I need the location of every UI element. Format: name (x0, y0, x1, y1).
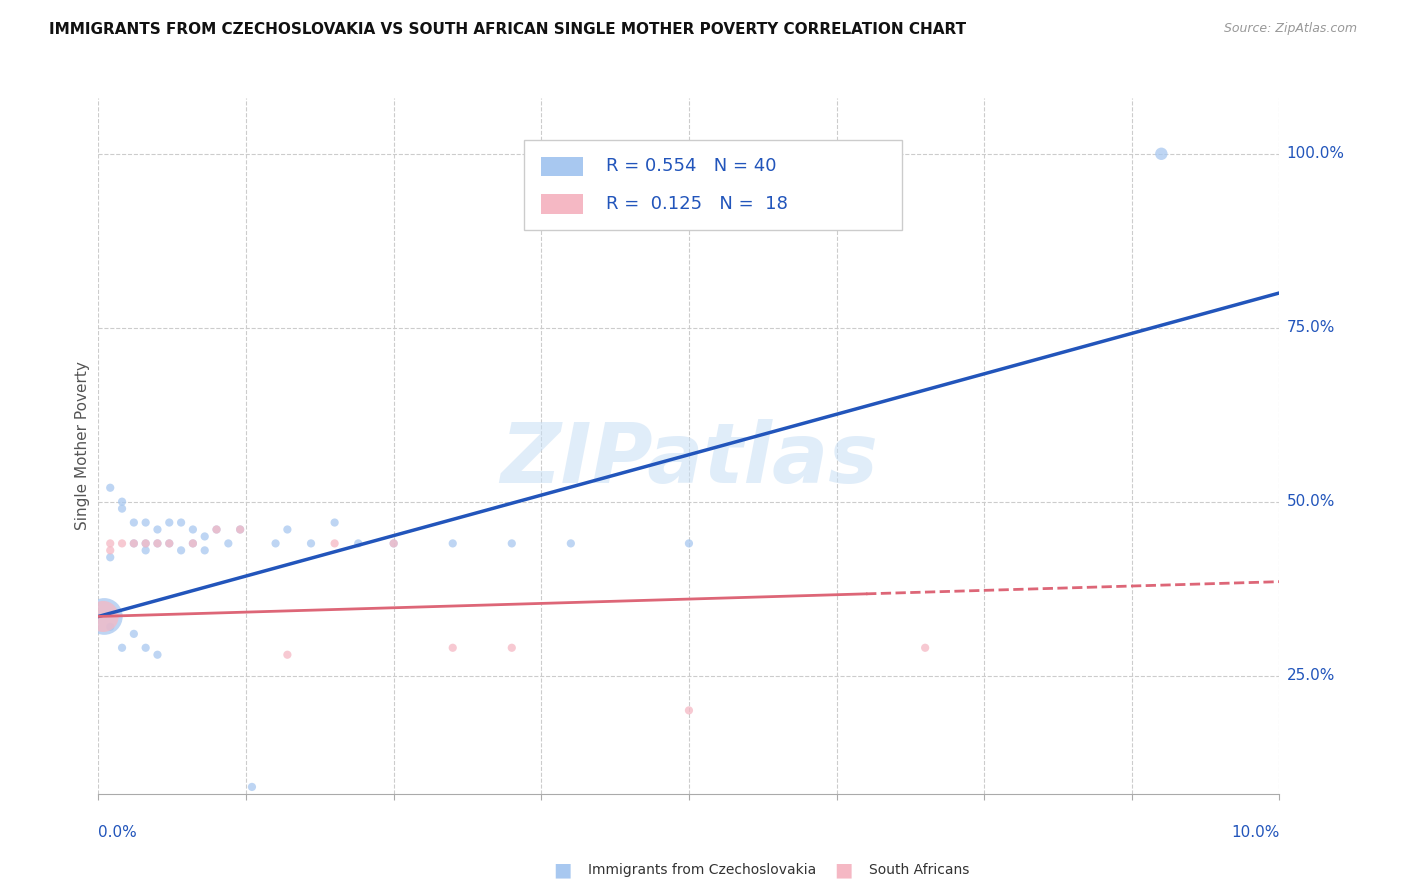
Point (382, 536, 405, 550)
Point (276, 523, 298, 537)
Point (98, 550, 121, 565)
Point (323, 536, 346, 550)
Point (441, 536, 464, 550)
Text: Source: ZipAtlas.com: Source: ZipAtlas.com (1223, 22, 1357, 36)
Point (240, 780, 263, 794)
Text: 25.0%: 25.0% (1286, 668, 1334, 683)
Point (98, 481, 121, 495)
Point (181, 536, 204, 550)
Point (217, 536, 239, 550)
Point (122, 536, 145, 550)
Point (111, 501, 134, 516)
Text: ■: ■ (834, 860, 853, 880)
Point (157, 516, 180, 530)
Text: 75.0%: 75.0% (1286, 320, 1334, 335)
Text: South Africans: South Africans (869, 863, 969, 877)
Text: IMMIGRANTS FROM CZECHOSLOVAKIA VS SOUTH AFRICAN SINGLE MOTHER POVERTY CORRELATIO: IMMIGRANTS FROM CZECHOSLOVAKIA VS SOUTH … (49, 22, 966, 37)
Bar (541, 157, 582, 176)
Point (146, 536, 169, 550)
Text: ■: ■ (553, 860, 572, 880)
Point (146, 536, 169, 550)
Point (194, 543, 217, 558)
Point (98, 543, 121, 558)
Point (678, 703, 700, 717)
Point (146, 648, 169, 662)
Point (501, 536, 523, 550)
Point (194, 529, 217, 543)
Point (276, 648, 298, 662)
Point (382, 536, 405, 550)
Point (157, 536, 180, 550)
Text: R = 0.554   N = 40: R = 0.554 N = 40 (606, 157, 776, 176)
Point (122, 627, 145, 641)
Point (205, 523, 228, 537)
Point (229, 523, 252, 537)
Y-axis label: Single Mother Poverty: Single Mother Poverty (75, 361, 90, 531)
Text: 50.0%: 50.0% (1286, 494, 1334, 509)
Point (205, 523, 228, 537)
Point (111, 494, 134, 508)
Point (229, 523, 252, 537)
Text: R =  0.125   N =  18: R = 0.125 N = 18 (606, 194, 789, 213)
Text: 0.0%: 0.0% (98, 825, 138, 840)
Point (441, 640, 464, 655)
Point (146, 523, 169, 537)
Point (135, 516, 157, 530)
Point (678, 536, 700, 550)
Point (299, 536, 322, 550)
Point (98, 620, 121, 634)
Point (323, 516, 346, 530)
Text: Immigrants from Czechoslovakia: Immigrants from Czechoslovakia (588, 863, 815, 877)
Point (914, 640, 936, 655)
Text: 10.0%: 10.0% (1232, 825, 1279, 840)
Point (91, 609, 114, 624)
Point (98, 536, 121, 550)
Point (135, 543, 157, 558)
Point (93, 609, 115, 624)
Point (501, 640, 523, 655)
Point (1150, 146, 1173, 161)
Point (560, 536, 582, 550)
Text: ZIPatlas: ZIPatlas (501, 419, 877, 500)
Point (122, 516, 145, 530)
Point (135, 536, 157, 550)
Point (157, 536, 180, 550)
Point (181, 536, 204, 550)
Point (170, 516, 193, 530)
Point (135, 640, 157, 655)
Point (347, 536, 370, 550)
Text: 100.0%: 100.0% (1286, 146, 1344, 161)
FancyBboxPatch shape (523, 140, 901, 230)
Point (170, 543, 193, 558)
Point (122, 536, 145, 550)
Point (111, 536, 134, 550)
Point (264, 536, 287, 550)
Point (135, 536, 157, 550)
Point (181, 523, 204, 537)
Point (111, 640, 134, 655)
Bar (541, 194, 582, 213)
